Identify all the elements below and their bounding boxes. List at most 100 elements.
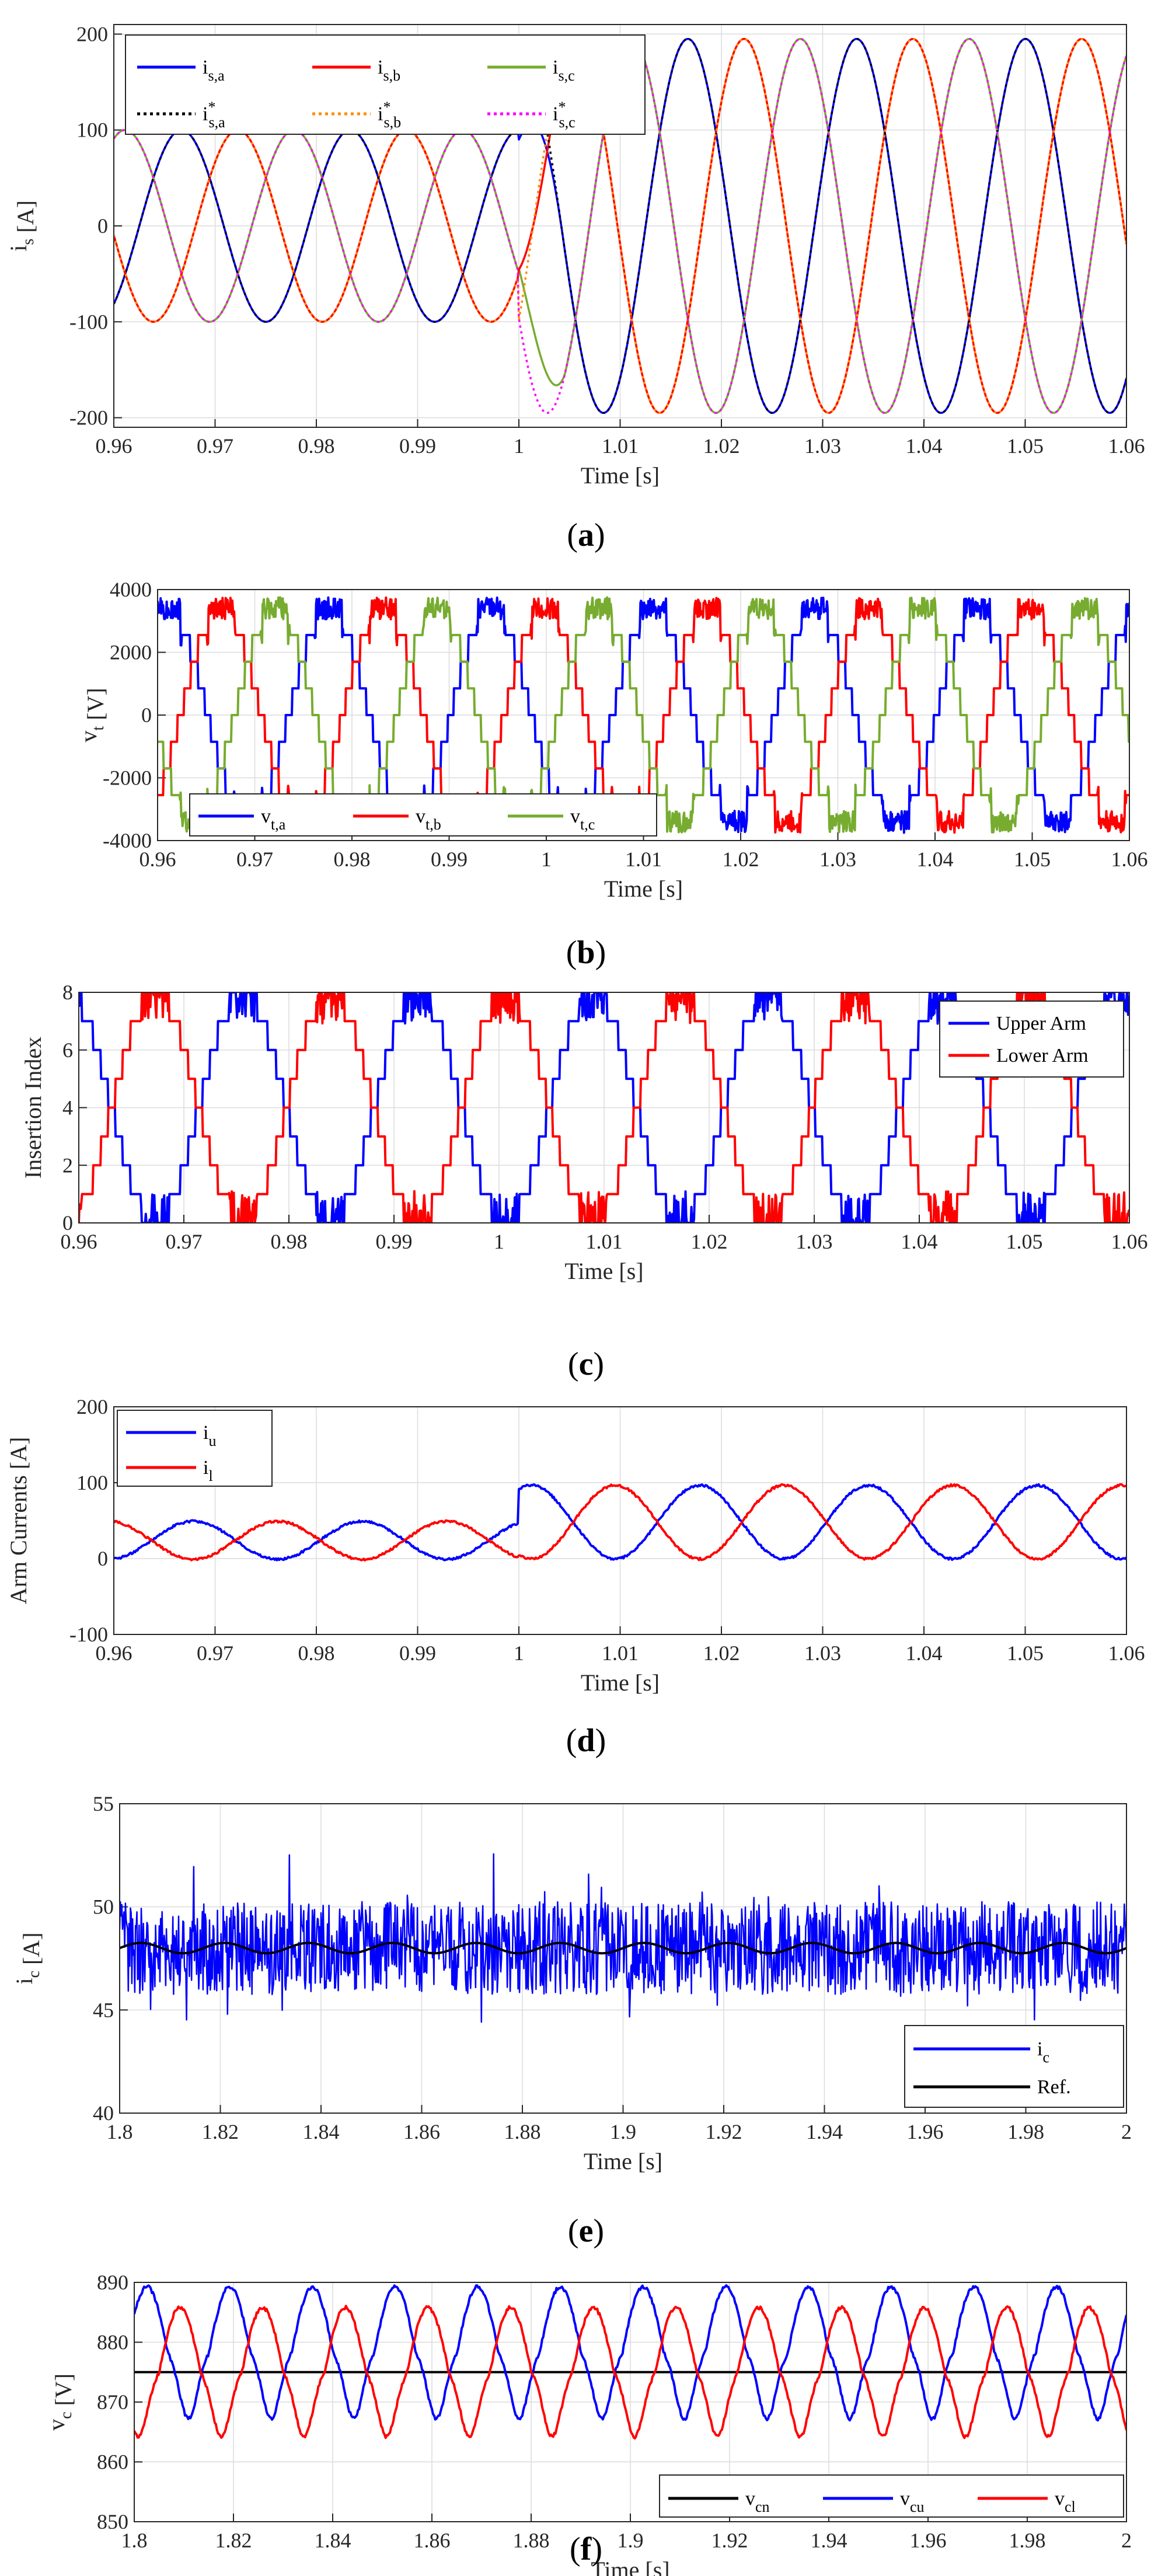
x-tick-label: 1.82 (202, 2120, 239, 2143)
chart-panel-f: 1.8 1.82 1.84 1.86 1.88 1.9 1.92 1.94 1.96 1.98 2 8… (43, 2271, 1132, 2576)
legend-label: i* s,c (553, 99, 575, 131)
series-line-i-s-a-ref (114, 37, 1126, 414)
x-tick-label: 1.94 (811, 2529, 847, 2552)
panel-label: (c) (568, 1346, 604, 1382)
x-tick-label: 1 (494, 1230, 504, 1253)
panel-label: (a) (567, 517, 605, 553)
x-tick-label: 1.05 (1014, 848, 1051, 871)
y-tick-label: 0 (97, 1547, 108, 1570)
x-axis-title: Time [s] (564, 1258, 643, 1284)
y-axis-title: is [A] (5, 200, 39, 252)
x-tick-label: 1.92 (711, 2529, 748, 2552)
series-line-ref- (120, 1941, 1126, 1955)
x-tick-label: 0.96 (139, 848, 176, 871)
x-tick-label: 1.8 (107, 2120, 133, 2143)
y-tick-label: -2000 (103, 766, 152, 790)
x-tick-label: 1.03 (804, 1641, 841, 1665)
panel-label: (d) (566, 1723, 606, 1759)
x-tick-label: 1.82 (215, 2529, 252, 2552)
x-tick-label: 1.03 (804, 434, 841, 458)
y-tick-label: 6 (62, 1038, 73, 1062)
x-tick-label: 1.02 (723, 848, 759, 871)
series-line-i-s-b-ref (114, 37, 1126, 414)
legend: Upper Arm Lower Arm (939, 1001, 1124, 1078)
y-tick-label: 880 (97, 2331, 128, 2354)
y-tick-label: 870 (97, 2390, 128, 2414)
x-tick-label: 1.98 (1009, 2529, 1046, 2552)
legend-label: vt,c (570, 806, 595, 833)
x-tick-label: 0.98 (334, 848, 371, 871)
y-tick-label: 200 (76, 22, 108, 46)
legend-label: Lower Arm (996, 1045, 1089, 1066)
legend-box (939, 1001, 1124, 1078)
legend-label: vcn (745, 2488, 770, 2515)
x-tick-label: 1.8 (121, 2529, 148, 2552)
series-line-i-l (114, 1483, 1126, 1562)
y-tick-label: 200 (76, 1395, 108, 1418)
x-tick-label: 1.05 (1007, 1641, 1044, 1665)
y-tick-label: 100 (76, 1471, 108, 1494)
x-tick-label: 0.97 (197, 434, 233, 458)
series-line-v-cu (134, 2284, 1126, 2422)
x-tick-label: 0.96 (96, 434, 132, 458)
x-tick-label: 1.01 (586, 1230, 623, 1253)
y-tick-label: -200 (69, 406, 108, 430)
y-tick-label: 0 (141, 703, 152, 727)
y-tick-label: 890 (97, 2271, 128, 2294)
legend-label: ic (1037, 2038, 1049, 2066)
plot-area (134, 2282, 1127, 2522)
plot-area (119, 1803, 1127, 2114)
y-tick-label: 850 (97, 2510, 128, 2533)
legend-label: is,b (378, 57, 400, 84)
chart-panel-e: 1.8 1.82 1.84 1.86 1.88 1.9 1.92 1.94 1.96 1.98 2 4… (11, 1792, 1132, 2249)
x-tick-label: 1.04 (906, 1641, 943, 1665)
legend-box (659, 2474, 1124, 2518)
x-tick-label: 0.98 (271, 1230, 308, 1253)
x-tick-label: 1.94 (806, 2120, 843, 2143)
legend-label: i* s,a (203, 99, 225, 131)
series-line-v-t-a (158, 596, 1129, 834)
y-tick-label: 2000 (110, 641, 152, 664)
panel-label: (b) (566, 935, 606, 971)
series-line-v-cl (134, 2305, 1126, 2440)
plot-area (113, 1406, 1127, 1635)
x-axis-title: Time [s] (581, 462, 660, 489)
x-tick-label: 0.97 (197, 1641, 233, 1665)
x-axis-title: Time [s] (591, 2557, 669, 2576)
x-tick-label: 0.99 (376, 1230, 413, 1253)
x-tick-label: 1.84 (303, 2120, 340, 2143)
x-tick-label: 1.06 (1108, 1641, 1145, 1665)
x-tick-label: 0.97 (236, 848, 273, 871)
x-tick-label: 0.99 (399, 434, 436, 458)
x-tick-label: 0.96 (96, 1641, 132, 1665)
y-tick-label: -100 (69, 1623, 108, 1646)
series-line-lower-arm (79, 992, 1129, 1223)
x-tick-label: 0.98 (298, 434, 335, 458)
legend-label: iu (203, 1422, 216, 1449)
x-tick-label: 1.02 (691, 1230, 728, 1253)
y-tick-label: -4000 (103, 829, 152, 852)
legend: vt,a vt,b vt,c (189, 793, 657, 836)
y-tick-label: 2 (62, 1153, 73, 1177)
legend-label: vcu (900, 2488, 925, 2515)
x-tick-label: 2 (1121, 2529, 1132, 2552)
chart-panel-b: 0.96 0.97 0.98 0.99 1 1.01 1.02 1.03 1.04 1.05 1.0… (75, 578, 1148, 971)
chart-panel-c: 0.96 0.97 0.98 0.99 1 1.01 1.02 1.03 1.04 1.05 1.0… (20, 981, 1148, 1382)
y-axis-title: vc [V] (43, 2373, 76, 2431)
chart-panel-a: 0.96 0.97 0.98 0.99 1 1.01 1.02 1.03 1.04 1.05 1.0… (5, 22, 1145, 553)
y-axis-title: vt [V] (75, 688, 109, 742)
series-group (120, 1853, 1126, 2023)
x-tick-label: 1.88 (504, 2120, 541, 2143)
x-tick-label: 0.97 (166, 1230, 203, 1253)
x-tick-label: 0.98 (298, 1641, 335, 1665)
legend-label: i* s,b (378, 99, 401, 131)
x-tick-label: 1 (541, 848, 552, 871)
y-tick-label: 860 (97, 2450, 128, 2474)
y-tick-label: 40 (93, 2101, 114, 2125)
series-group (134, 2284, 1126, 2440)
y-tick-label: 0 (97, 214, 108, 238)
series-group (114, 1483, 1126, 1562)
plot-area (113, 24, 1127, 428)
x-tick-label: 1 (514, 1641, 524, 1665)
x-tick-label: 1.05 (1006, 1230, 1043, 1253)
